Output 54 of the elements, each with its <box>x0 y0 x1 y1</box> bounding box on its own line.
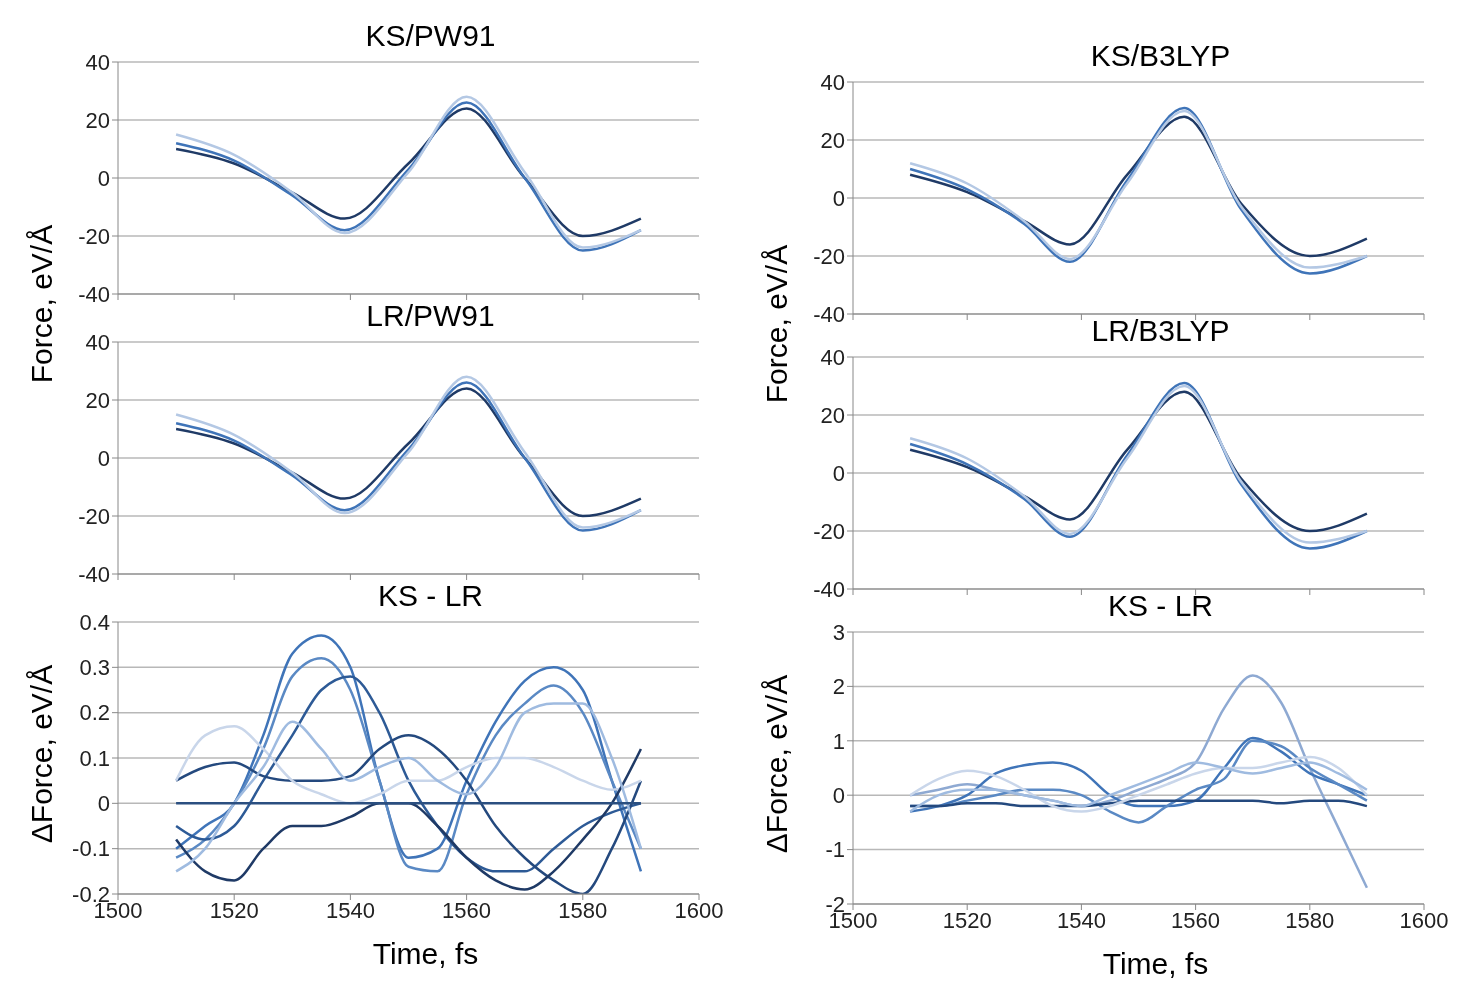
x-tick-label: 1580 <box>1285 907 1335 933</box>
y-tick-label: 0.3 <box>79 655 110 681</box>
y-tick-label: 0.1 <box>79 745 110 771</box>
x-tick-label: 1540 <box>1056 907 1106 933</box>
y-tick-label: -20 <box>78 223 110 249</box>
y-tick-label: 40 <box>820 344 845 370</box>
y-axis-title: Force, eV/Å <box>25 224 59 384</box>
chart-title: LR/PW91 <box>366 299 495 332</box>
y-tick-label: 0 <box>832 460 845 486</box>
line-series <box>174 725 643 805</box>
x-tick-label: 1580 <box>558 897 608 923</box>
y-tick-label: 40 <box>85 329 110 355</box>
y-tick-label: 0.2 <box>79 700 110 726</box>
x-axis-title: Time, fs <box>371 936 480 972</box>
y-tick-label: -20 <box>78 503 110 529</box>
y-tick-label: 40 <box>85 49 110 75</box>
y-tick-label: -20 <box>813 243 845 269</box>
x-tick-label: 1560 <box>442 897 492 923</box>
chart-title: KS - LR <box>1107 589 1214 622</box>
chart-title: KS/B3LYP <box>1090 39 1231 72</box>
y-tick-label: -0.1 <box>72 836 110 862</box>
y-tick-label: 20 <box>820 127 845 153</box>
x-tick-label: 1600 <box>1399 907 1449 933</box>
y-tick-label: 0 <box>97 165 110 191</box>
y-tick-label: 0 <box>97 445 110 471</box>
y-tick-label: 20 <box>85 387 110 413</box>
y-tick-label: -1 <box>825 837 845 863</box>
y-tick-label: 2 <box>832 674 845 700</box>
y-axis-title: ΔForce, eV/Å <box>25 664 59 844</box>
chart-title: KS/PW91 <box>365 19 496 52</box>
y-tick-label: 40 <box>820 69 845 95</box>
y-axis-title: Force, eV/Å <box>760 244 794 404</box>
x-tick-label: 1600 <box>674 897 724 923</box>
y-tick-label: -40 <box>78 561 110 587</box>
y-tick-label: -40 <box>813 301 845 327</box>
y-tick-label: -40 <box>78 281 110 307</box>
y-tick-label: 3 <box>832 619 845 645</box>
y-tick-label: -20 <box>813 518 845 544</box>
y-tick-label: -40 <box>813 576 845 602</box>
y-tick-label: 0 <box>832 783 845 809</box>
chart-title: LR/B3LYP <box>1091 314 1230 347</box>
y-tick-label: 20 <box>820 402 845 428</box>
x-tick-label: 1560 <box>1171 907 1221 933</box>
x-tick-label: 1520 <box>209 897 259 923</box>
y-tick-label: 0 <box>832 185 845 211</box>
y-axis-title: ΔForce, eV/Å <box>760 674 794 854</box>
y-tick-label: 1 <box>832 728 845 754</box>
chart-title: KS - LR <box>377 579 484 612</box>
x-tick-label: 1540 <box>325 897 375 923</box>
y-tick-label: 20 <box>85 107 110 133</box>
x-tick-label: 1520 <box>942 907 992 933</box>
x-axis-title: Time, fs <box>1101 946 1210 982</box>
y-tick-label: 0 <box>97 791 110 817</box>
y-tick-label: 0.4 <box>79 609 110 635</box>
